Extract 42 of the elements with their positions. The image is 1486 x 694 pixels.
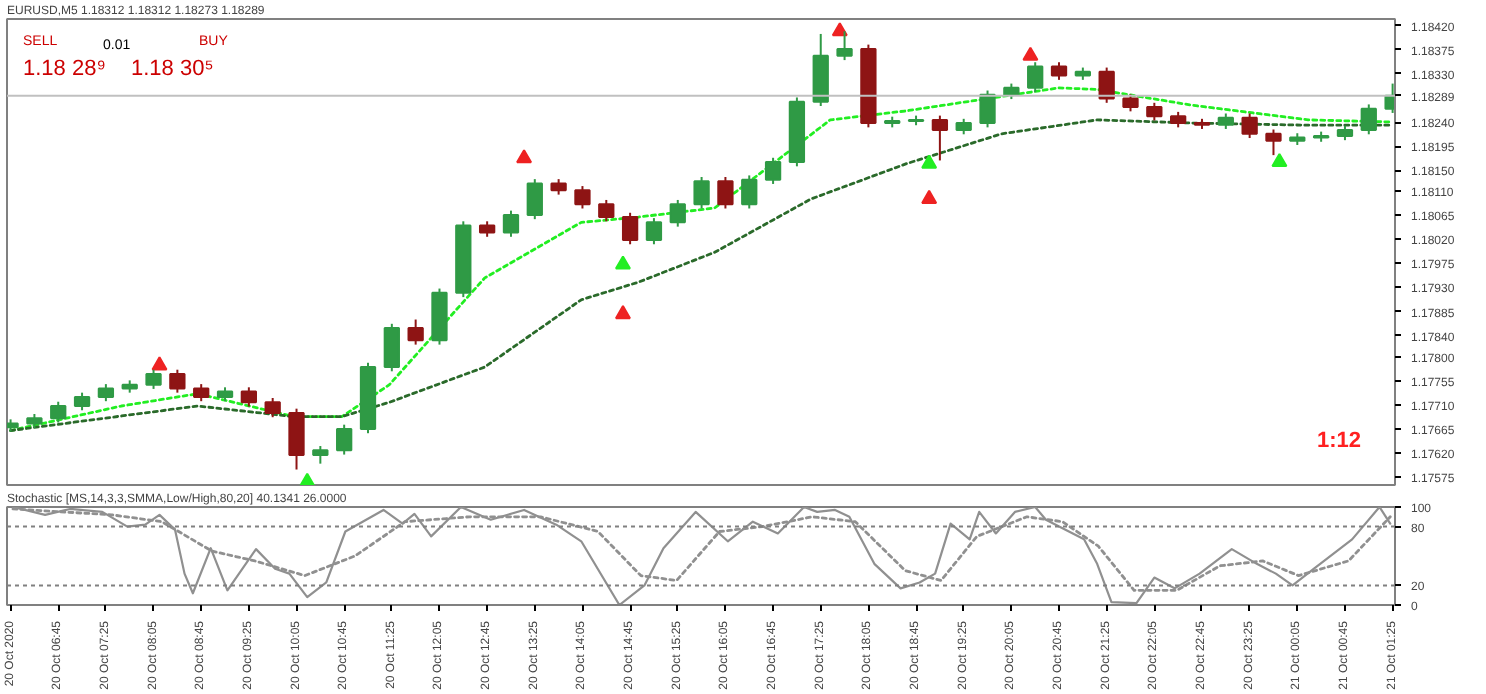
point <box>151 356 168 371</box>
candlestick <box>669 198 686 228</box>
candlestick <box>407 318 424 346</box>
candlestick <box>979 89 996 129</box>
point <box>614 305 631 320</box>
point <box>1022 46 1039 61</box>
candlestick <box>1241 112 1258 140</box>
candlestick <box>931 114 949 162</box>
candlestick <box>50 400 67 424</box>
candlestick <box>264 396 281 419</box>
candlestick <box>645 217 663 246</box>
annotation: 1:12 <box>1317 429 1362 453</box>
candlestick <box>431 287 448 346</box>
candlestick <box>1265 128 1282 157</box>
candlestick <box>741 174 758 210</box>
point <box>921 154 938 169</box>
candlestick <box>574 185 591 210</box>
annotation: 1.18 28⁹ <box>23 57 106 81</box>
point <box>299 472 316 485</box>
candlestick <box>693 176 710 210</box>
candlestick <box>717 176 734 210</box>
candlestick <box>526 178 543 221</box>
candlestick <box>812 32 829 108</box>
candlestick <box>502 209 520 238</box>
candlestick <box>1360 103 1377 136</box>
candlestick <box>1027 61 1044 94</box>
candlestick <box>336 423 353 456</box>
annotation: 1.18 30⁵ <box>131 57 214 81</box>
point <box>1271 152 1288 168</box>
candlestick <box>1098 66 1115 104</box>
candlestick <box>288 407 305 471</box>
candlestick <box>145 368 162 390</box>
candlestick <box>621 211 639 246</box>
point <box>614 255 631 270</box>
candlestick <box>598 198 615 223</box>
candlestick <box>383 322 400 373</box>
candlestick <box>169 368 186 394</box>
candlestick <box>836 30 853 62</box>
candlestick <box>240 386 258 408</box>
point <box>516 149 533 164</box>
candlestick <box>764 156 782 185</box>
point <box>921 189 938 204</box>
